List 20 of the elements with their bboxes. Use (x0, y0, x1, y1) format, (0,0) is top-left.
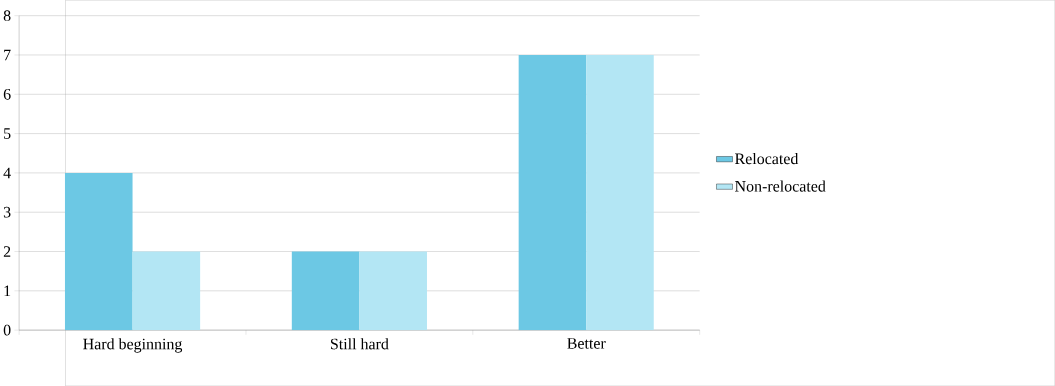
y-tick-label: 6 (3, 88, 11, 100)
bar (518, 54, 587, 331)
bar (132, 251, 201, 331)
y-tick-label: 4 (3, 167, 11, 179)
y-tick-label: 0 (3, 324, 11, 336)
x-tick-label: Better (567, 338, 606, 349)
y-tick-label: 3 (3, 206, 11, 218)
legend-label: Non-relocated (735, 180, 826, 192)
y-tick-label: 1 (4, 285, 11, 297)
y-tick-label: 8 (3, 10, 11, 21)
x-tick-label: Hard beginning (83, 338, 183, 353)
bar (64, 172, 133, 331)
y-tick-label: 7 (4, 49, 11, 61)
bar (291, 251, 360, 331)
y-tick-label: 2 (3, 246, 11, 257)
legend-label: Relocated (735, 152, 799, 165)
x-tick-label: Still hard (331, 338, 389, 350)
y-tick-label: 5 (4, 128, 11, 139)
bar (586, 54, 654, 331)
bar (359, 251, 427, 331)
